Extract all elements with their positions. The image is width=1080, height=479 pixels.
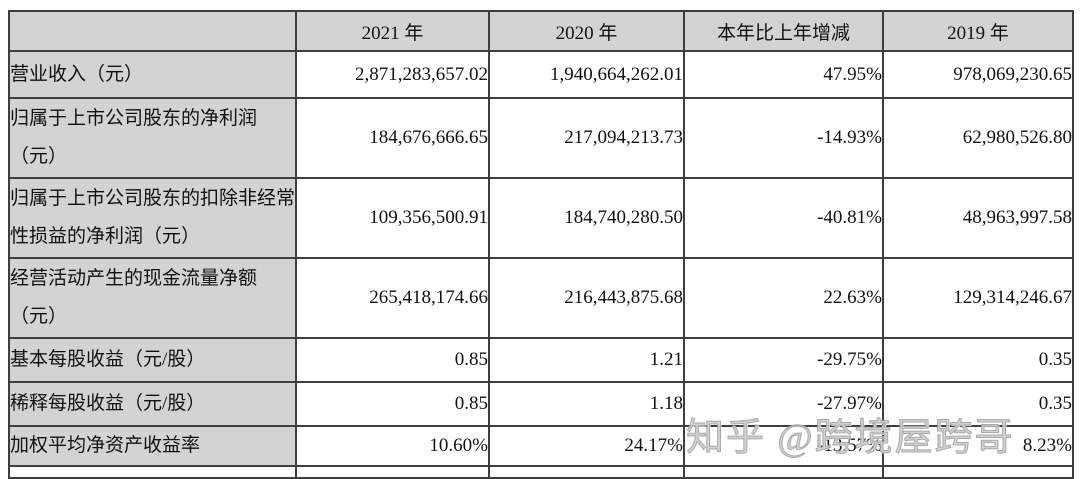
table-cell: 1.21 [488, 337, 685, 383]
table-cell: 0.35 [882, 337, 1074, 383]
table-row-net-profit: 归属于上市公司股东的净利润（元） 184,676,666.65 217,094,… [8, 97, 1074, 179]
header-cell-2019: 2019 年 [882, 10, 1074, 52]
table-cell: 1,940,664,262.01 [488, 50, 685, 99]
row-label: 稀释每股收益（元/股） [8, 381, 297, 427]
table-cell-cutoff [488, 465, 685, 479]
table-cell: -29.75% [683, 337, 884, 383]
table-cell: 109,356,500.91 [295, 177, 490, 259]
table-row-revenue: 营业收入（元） 2,871,283,657.02 1,940,664,262.0… [8, 50, 1074, 99]
table-cell: 47.95% [683, 50, 884, 99]
table-cell: 184,740,280.50 [488, 177, 685, 259]
table-cell: 265,418,174.66 [295, 257, 490, 339]
table-cell: 978,069,230.65 [882, 50, 1074, 99]
table-row-net-profit-excl-nonrecurring: 归属于上市公司股东的扣除非经常性损益的净利润（元） 109,356,500.91… [8, 177, 1074, 259]
row-label: 基本每股收益（元/股） [8, 337, 297, 383]
table-cell: -27.97% [683, 381, 884, 427]
table-cell: 2,871,283,657.02 [295, 50, 490, 99]
table-cell: 10.60% [295, 425, 490, 467]
table-row-basic-eps: 基本每股收益（元/股） 0.85 1.21 -29.75% 0.35 [8, 337, 1074, 383]
table-row-cutoff [8, 465, 1074, 479]
table-cell: -13.57% [683, 425, 884, 467]
header-cell-2020: 2020 年 [488, 10, 685, 52]
table-cell-cutoff [295, 465, 490, 479]
table-cell-cutoff [882, 465, 1074, 479]
table-cell-cutoff [683, 465, 884, 479]
table-cell: -14.93% [683, 97, 884, 179]
table-cell: 62,980,526.80 [882, 97, 1074, 179]
table-cell: 22.63% [683, 257, 884, 339]
table-row-diluted-eps: 稀释每股收益（元/股） 0.85 1.18 -27.97% 0.35 [8, 381, 1074, 427]
table-row-weighted-avg-roe: 加权平均净资产收益率 10.60% 24.17% -13.57% 8.23% [8, 425, 1074, 467]
row-label: 经营活动产生的现金流量净额（元） [8, 257, 297, 339]
table-cell: 216,443,875.68 [488, 257, 685, 339]
row-label: 加权平均净资产收益率 [8, 425, 297, 467]
header-cell-empty [8, 10, 297, 52]
row-label: 归属于上市公司股东的净利润（元） [8, 97, 297, 179]
table-cell: 48,963,997.58 [882, 177, 1074, 259]
header-cell-2021: 2021 年 [295, 10, 490, 52]
row-label: 归属于上市公司股东的扣除非经常性损益的净利润（元） [8, 177, 297, 259]
table-cell: 0.85 [295, 337, 490, 383]
table-cell: 24.17% [488, 425, 685, 467]
table-cell: 0.85 [295, 381, 490, 427]
table-row-operating-cash-flow: 经营活动产生的现金流量净额（元） 265,418,174.66 216,443,… [8, 257, 1074, 339]
header-cell-yoy-change: 本年比上年增减 [683, 10, 884, 52]
row-label: 营业收入（元） [8, 50, 297, 99]
table-cell-cutoff [8, 465, 297, 479]
table-cell: 184,676,666.65 [295, 97, 490, 179]
financial-summary-table: 2021 年 2020 年 本年比上年增减 2019 年 营业收入（元） 2,8… [8, 10, 1074, 479]
table-cell: 129,314,246.67 [882, 257, 1074, 339]
table-cell: 8.23% [882, 425, 1074, 467]
table-cell: 0.35 [882, 381, 1074, 427]
table-cell: -40.81% [683, 177, 884, 259]
table-header-row: 2021 年 2020 年 本年比上年增减 2019 年 [8, 10, 1074, 52]
table-cell: 217,094,213.73 [488, 97, 685, 179]
financial-summary-table-wrap: 2021 年 2020 年 本年比上年增减 2019 年 营业收入（元） 2,8… [8, 10, 1074, 479]
table-cell: 1.18 [488, 381, 685, 427]
